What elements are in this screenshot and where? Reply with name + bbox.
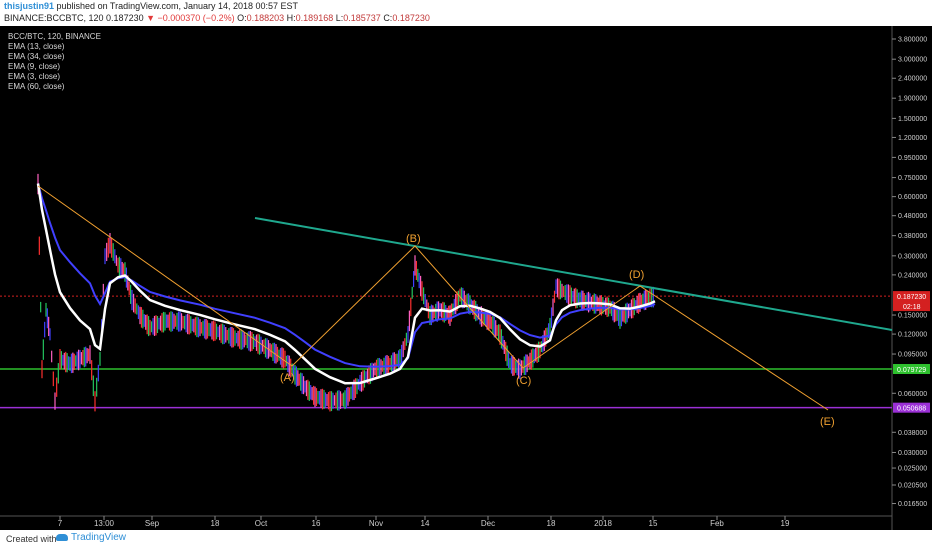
x-tick-label: 15 [649, 519, 658, 528]
y-tick-label: 0.600000 [898, 194, 927, 201]
y-tick-label: 0.300000 [898, 253, 927, 260]
y-tick-label: 3.800000 [898, 37, 927, 44]
open-label: O: [237, 13, 247, 23]
price-chart[interactable]: BCC/BTC, 120, BINANCE EMA (13, close) EM… [0, 26, 932, 530]
brand-label: TradingView [71, 532, 127, 543]
y-tick-label: 2.400000 [898, 76, 927, 83]
legend-ema-9[interactable]: EMA (9, close) [8, 62, 60, 71]
legend-ema-60[interactable]: EMA (60, close) [8, 82, 65, 91]
wave-label-c: (C) [516, 375, 531, 387]
ema-line-34 [37, 183, 656, 368]
legend-title: BCC/BTC, 120, BINANCE [8, 32, 101, 41]
y-tick-label: 0.016500 [898, 501, 927, 508]
x-tick-label: 19 [781, 519, 790, 528]
high-label: H: [286, 13, 296, 23]
countdown-label: 02:18 [903, 304, 921, 311]
time-axis: 7 13:00 Sep 18 Oct 16 Nov 14 Dec 18 2018 15 Feb 19 [58, 516, 790, 528]
price-tag-label: 0.079729 [897, 367, 926, 374]
published-text: published on TradingView.com, January 14… [56, 1, 299, 11]
plot-area[interactable] [0, 26, 892, 516]
last-price: 0.187230 [106, 13, 144, 23]
resistance-trendline[interactable] [254, 217, 893, 331]
high-value: 0.189168 [295, 13, 334, 23]
legend-ema-3[interactable]: EMA (3, close) [8, 72, 60, 81]
ema-line-13 [36, 183, 656, 385]
candle-bars [37, 173, 654, 412]
price-tags: 0.187230 02:18 0.079729 0.050688 [893, 291, 930, 413]
chart-header: thisjustin91 published on TradingView.co… [0, 0, 932, 26]
symbol-label: BINANCE:BCCBTC, 120 [4, 13, 104, 23]
x-tick-label: 14 [421, 519, 430, 528]
price-tag-label: 0.187230 [897, 294, 926, 301]
wave-label-e: (E) [820, 416, 835, 428]
footer: Created with TradingView [0, 530, 932, 550]
x-tick-label: 18 [211, 519, 220, 528]
y-tick-label: 0.120000 [898, 332, 927, 339]
wave-label-b: (B) [406, 233, 421, 245]
low-label: L: [335, 13, 344, 23]
y-tick-label: 1.500000 [898, 116, 927, 123]
username-link[interactable]: thisjustin91 [4, 1, 55, 11]
ohlc-line: BINANCE:BCCBTC, 120 0.187230 ▼ −0.000370… [4, 13, 430, 23]
close-label: C: [383, 13, 393, 23]
x-tick-label: 18 [547, 519, 556, 528]
chart-legend: BCC/BTC, 120, BINANCE EMA (13, close) EM… [8, 32, 101, 91]
wave-path[interactable] [37, 185, 829, 411]
cloud-icon [56, 533, 68, 541]
low-value: 0.185737 [343, 13, 381, 23]
ema-lines [36, 183, 656, 385]
x-tick-label: 7 [58, 519, 63, 528]
y-tick-label: 0.095000 [898, 352, 927, 359]
x-tick-label: Sep [145, 519, 160, 528]
publish-info: thisjustin91 published on TradingView.co… [4, 1, 298, 11]
x-tick-label: Oct [255, 519, 268, 528]
horizontal-lines [0, 295, 892, 409]
y-tick-label: 3.000000 [898, 57, 927, 64]
legend-ema-34[interactable]: EMA (34, close) [8, 52, 65, 61]
y-tick-label: 0.380000 [898, 233, 927, 240]
y-tick-label: 0.060000 [898, 391, 927, 398]
price-change: ▼ −0.000370 (−0.2%) [146, 13, 235, 23]
legend-ema-13[interactable]: EMA (13, close) [8, 42, 65, 51]
price-axis: 3.800000 3.000000 2.400000 1.900000 1.500000… [892, 37, 927, 508]
tradingview-logo[interactable]: TradingView [56, 532, 126, 543]
y-tick-label: 0.240000 [898, 272, 927, 279]
price-tag [893, 364, 930, 374]
created-with-text: Created with [6, 534, 57, 544]
y-tick-label: 1.200000 [898, 135, 927, 142]
x-tick-label: Nov [369, 519, 383, 528]
y-tick-label: 0.150000 [898, 313, 927, 320]
close-value: 0.187230 [392, 13, 430, 23]
open-value: 0.188203 [246, 13, 285, 23]
x-tick-label: Feb [710, 519, 724, 528]
price-tag-label: 0.050688 [897, 406, 926, 413]
price-tag [893, 402, 930, 413]
wave-label-d: (D) [629, 269, 644, 281]
y-tick-label: 0.030000 [898, 450, 927, 457]
x-tick-label: 13:00 [94, 519, 115, 528]
wave-label-a: (A) [280, 372, 295, 384]
y-tick-label: 0.025000 [898, 466, 927, 473]
x-tick-label: Dec [481, 519, 495, 528]
y-tick-label: 0.950000 [898, 155, 927, 162]
y-tick-label: 0.750000 [898, 175, 927, 182]
price-tag [893, 291, 930, 312]
y-tick-label: 0.480000 [898, 213, 927, 220]
y-tick-label: 1.900000 [898, 96, 927, 103]
x-tick-label: 2018 [594, 519, 612, 528]
y-tick-label: 0.020500 [898, 482, 927, 489]
y-tick-label: 0.038000 [898, 430, 927, 437]
x-tick-label: 16 [312, 519, 321, 528]
